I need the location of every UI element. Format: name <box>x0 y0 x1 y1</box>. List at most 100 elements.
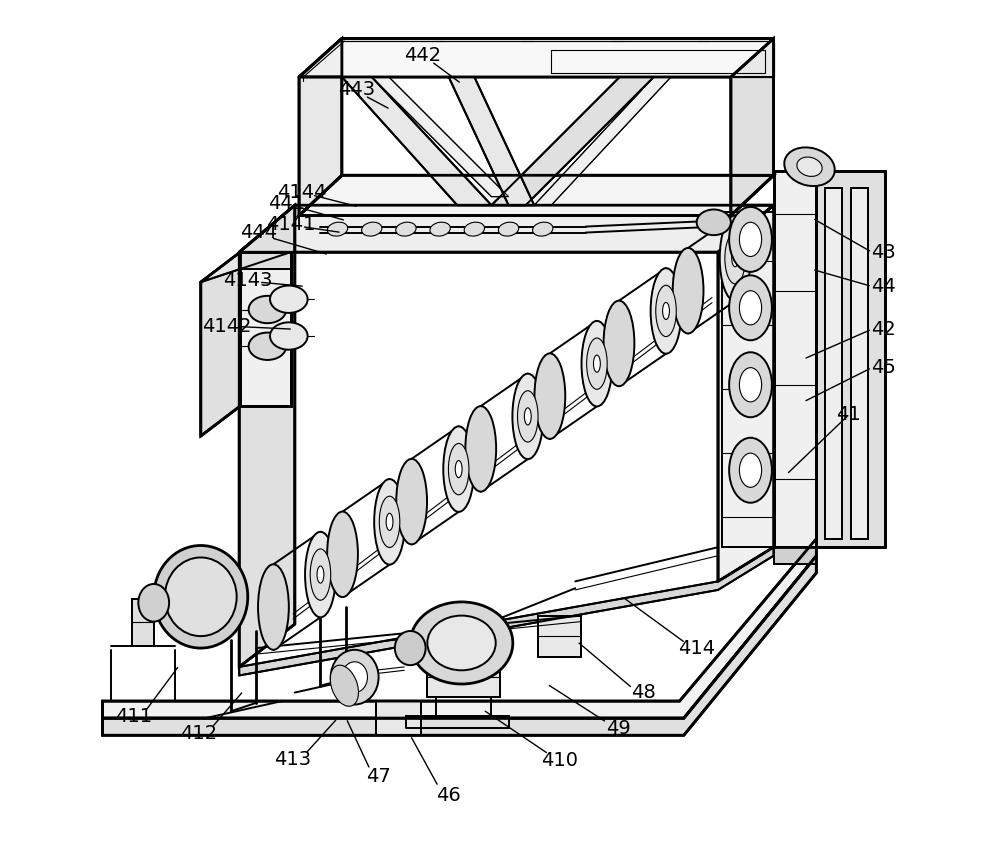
Ellipse shape <box>582 321 612 406</box>
Ellipse shape <box>138 584 169 622</box>
Ellipse shape <box>362 222 382 236</box>
Polygon shape <box>239 205 295 667</box>
Ellipse shape <box>518 391 538 442</box>
Polygon shape <box>406 716 509 728</box>
Polygon shape <box>201 252 240 436</box>
Ellipse shape <box>443 427 474 512</box>
Ellipse shape <box>663 303 669 320</box>
Ellipse shape <box>249 296 286 323</box>
Ellipse shape <box>331 650 379 705</box>
Text: 4143: 4143 <box>223 271 273 290</box>
Ellipse shape <box>739 291 762 325</box>
Polygon shape <box>491 77 654 205</box>
Ellipse shape <box>673 248 703 333</box>
Ellipse shape <box>729 207 772 272</box>
Polygon shape <box>534 77 671 205</box>
Ellipse shape <box>374 479 405 564</box>
Text: 43: 43 <box>871 243 895 262</box>
Polygon shape <box>825 188 842 539</box>
Polygon shape <box>240 252 291 269</box>
Polygon shape <box>299 38 774 77</box>
Text: 443: 443 <box>338 80 375 99</box>
Ellipse shape <box>720 215 751 301</box>
Ellipse shape <box>427 616 496 670</box>
Ellipse shape <box>656 286 676 337</box>
Ellipse shape <box>729 438 772 503</box>
Ellipse shape <box>317 566 324 583</box>
Polygon shape <box>240 252 291 406</box>
Ellipse shape <box>604 301 634 386</box>
Polygon shape <box>239 547 774 675</box>
Polygon shape <box>851 188 868 539</box>
Ellipse shape <box>386 513 393 530</box>
Text: 47: 47 <box>366 767 391 786</box>
Ellipse shape <box>533 222 553 236</box>
Text: 413: 413 <box>275 750 312 769</box>
Ellipse shape <box>396 222 416 236</box>
Text: 442: 442 <box>404 46 442 65</box>
Polygon shape <box>102 556 816 735</box>
Polygon shape <box>201 252 291 282</box>
Ellipse shape <box>310 549 331 600</box>
Ellipse shape <box>739 222 762 256</box>
Ellipse shape <box>327 511 358 597</box>
Text: 410: 410 <box>541 752 578 770</box>
Ellipse shape <box>534 353 565 439</box>
Ellipse shape <box>430 222 450 236</box>
Ellipse shape <box>729 352 772 417</box>
Text: 48: 48 <box>631 683 656 702</box>
Polygon shape <box>376 701 421 735</box>
Text: 44: 44 <box>871 277 895 296</box>
Polygon shape <box>731 38 774 215</box>
Text: 411: 411 <box>115 707 153 726</box>
Text: 4141: 4141 <box>266 215 315 233</box>
Ellipse shape <box>165 557 237 636</box>
Ellipse shape <box>784 147 835 186</box>
Polygon shape <box>718 205 774 581</box>
Ellipse shape <box>498 222 519 236</box>
Polygon shape <box>538 616 581 657</box>
Polygon shape <box>342 77 491 205</box>
Ellipse shape <box>249 333 286 360</box>
Ellipse shape <box>258 564 289 650</box>
Ellipse shape <box>512 374 543 459</box>
Polygon shape <box>427 658 500 697</box>
Text: 441: 441 <box>268 194 305 213</box>
Text: 412: 412 <box>180 724 218 743</box>
Polygon shape <box>132 598 154 646</box>
Text: 41: 41 <box>836 405 861 424</box>
Ellipse shape <box>725 233 745 284</box>
Ellipse shape <box>330 665 358 706</box>
Polygon shape <box>372 77 509 197</box>
Polygon shape <box>342 41 774 77</box>
Ellipse shape <box>410 602 513 684</box>
Ellipse shape <box>651 268 681 354</box>
Text: 444: 444 <box>240 223 277 242</box>
Ellipse shape <box>697 209 731 235</box>
Ellipse shape <box>455 461 462 478</box>
Ellipse shape <box>465 406 496 492</box>
Ellipse shape <box>395 631 426 665</box>
Ellipse shape <box>448 444 469 495</box>
Polygon shape <box>816 171 885 547</box>
Ellipse shape <box>739 453 762 487</box>
Polygon shape <box>449 77 534 205</box>
Text: 45: 45 <box>871 358 895 377</box>
Polygon shape <box>774 547 816 564</box>
Ellipse shape <box>729 275 772 340</box>
Polygon shape <box>722 212 774 547</box>
Text: 49: 49 <box>606 719 630 738</box>
Polygon shape <box>774 171 816 547</box>
Polygon shape <box>239 205 774 252</box>
Ellipse shape <box>396 459 427 545</box>
Ellipse shape <box>587 338 607 389</box>
Ellipse shape <box>797 157 822 176</box>
Ellipse shape <box>593 355 600 372</box>
Text: 4142: 4142 <box>202 317 251 336</box>
Polygon shape <box>731 38 774 77</box>
Polygon shape <box>102 539 816 718</box>
Ellipse shape <box>154 545 248 648</box>
Ellipse shape <box>327 222 348 236</box>
Ellipse shape <box>464 222 485 236</box>
Ellipse shape <box>524 408 531 425</box>
